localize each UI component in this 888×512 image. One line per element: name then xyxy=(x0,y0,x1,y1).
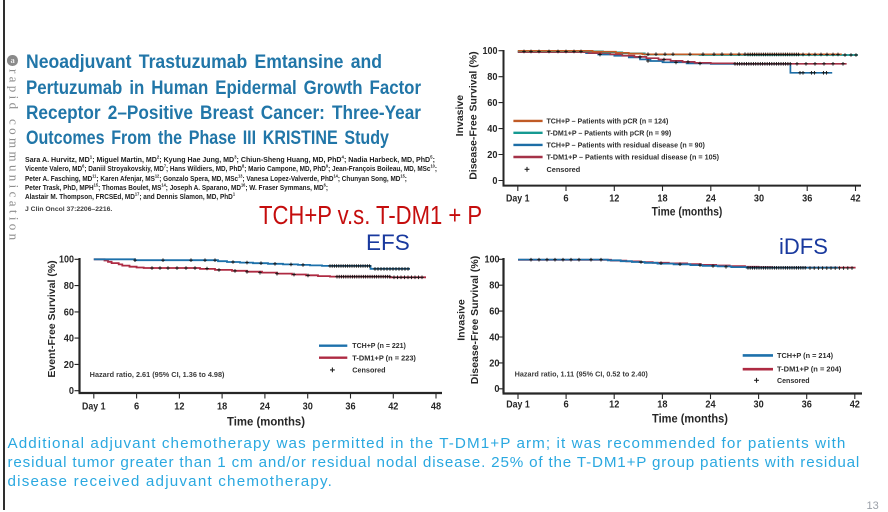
svg-text:20: 20 xyxy=(487,150,498,161)
svg-text:24: 24 xyxy=(706,193,716,205)
svg-text:Disease-Free Survival (%): Disease-Free Survival (%) xyxy=(468,51,480,179)
svg-text:12: 12 xyxy=(609,399,619,411)
svg-text:48: 48 xyxy=(431,401,441,413)
svg-text:0: 0 xyxy=(69,386,75,397)
svg-text:T-DM1+P (n = 223): T-DM1+P (n = 223) xyxy=(352,355,416,362)
svg-text:42: 42 xyxy=(850,193,860,205)
svg-text:Time (months): Time (months) xyxy=(652,412,728,426)
svg-text:Disease-Free Survival (%): Disease-Free Survival (%) xyxy=(469,256,481,384)
svg-text:36: 36 xyxy=(802,193,812,205)
svg-text:20: 20 xyxy=(489,358,500,369)
svg-text:6: 6 xyxy=(564,399,569,411)
svg-text:100: 100 xyxy=(485,255,500,266)
svg-text:100: 100 xyxy=(59,255,74,266)
svg-text:TCH+P – Patients with residual: TCH+P – Patients with residual disease (… xyxy=(547,142,705,149)
svg-text:Day 1: Day 1 xyxy=(506,193,530,205)
svg-text:TCH+P – Patients with pCR (n =: TCH+P – Patients with pCR (n = 124) xyxy=(547,118,669,125)
svg-text:42: 42 xyxy=(388,401,398,413)
svg-text:36: 36 xyxy=(802,399,812,411)
svg-text:Censored: Censored xyxy=(352,368,385,375)
svg-text:40: 40 xyxy=(489,332,500,343)
svg-text:100: 100 xyxy=(483,46,498,57)
svg-text:0: 0 xyxy=(492,176,498,187)
svg-text:30: 30 xyxy=(754,193,764,205)
svg-text:12: 12 xyxy=(609,193,619,205)
svg-text:40: 40 xyxy=(64,334,75,345)
svg-text:18: 18 xyxy=(217,401,227,413)
svg-text:80: 80 xyxy=(64,281,75,292)
svg-text:30: 30 xyxy=(754,399,764,411)
svg-text:6: 6 xyxy=(563,193,568,205)
svg-text:Invasive: Invasive xyxy=(454,95,466,137)
svg-text:6: 6 xyxy=(134,401,139,413)
svg-text:40: 40 xyxy=(487,124,498,135)
svg-text:Censored: Censored xyxy=(777,378,810,385)
svg-text:T-DM1+P – Patients with pCR (n: T-DM1+P – Patients with pCR (n = 99) xyxy=(547,130,672,137)
svg-text:Censored: Censored xyxy=(547,167,581,174)
svg-text:Day 1: Day 1 xyxy=(82,401,106,413)
svg-text:24: 24 xyxy=(260,401,270,413)
svg-text:18: 18 xyxy=(657,193,667,205)
svg-text:18: 18 xyxy=(657,399,667,411)
svg-text:60: 60 xyxy=(489,307,500,318)
svg-text:30: 30 xyxy=(303,401,313,413)
svg-text:0: 0 xyxy=(494,384,500,395)
svg-text:12: 12 xyxy=(174,401,184,413)
svg-text:Event-Free Survival (%): Event-Free Survival (%) xyxy=(46,260,58,377)
svg-text:24: 24 xyxy=(705,399,715,411)
svg-text:Day 1: Day 1 xyxy=(506,399,530,411)
svg-text:60: 60 xyxy=(487,98,498,109)
svg-text:Time (months): Time (months) xyxy=(227,415,305,429)
svg-text:80: 80 xyxy=(487,72,498,83)
svg-text:Hazard ratio, 1.11 (95% CI, 0.: Hazard ratio, 1.11 (95% CI, 0.52 to 2.40… xyxy=(515,370,649,379)
svg-text:36: 36 xyxy=(345,401,355,413)
svg-text:TCH+P (n = 214): TCH+P (n = 214) xyxy=(777,353,833,360)
svg-text:Hazard ratio, 2.61 (95% CI, 1.: Hazard ratio, 2.61 (95% CI, 1.36 to 4.98… xyxy=(90,370,225,379)
svg-text:20: 20 xyxy=(64,360,75,371)
svg-text:T-DM1+P – Patients with residu: T-DM1+P – Patients with residual disease… xyxy=(547,155,720,162)
svg-text:T-DM1+P (n = 204): T-DM1+P (n = 204) xyxy=(777,367,841,374)
svg-text:80: 80 xyxy=(489,281,500,292)
svg-text:TCH+P (n = 221): TCH+P (n = 221) xyxy=(352,343,406,350)
svg-text:Invasive: Invasive xyxy=(456,299,468,341)
svg-text:60: 60 xyxy=(64,307,75,318)
svg-text:Time (months): Time (months) xyxy=(652,205,723,219)
svg-text:42: 42 xyxy=(850,399,860,411)
